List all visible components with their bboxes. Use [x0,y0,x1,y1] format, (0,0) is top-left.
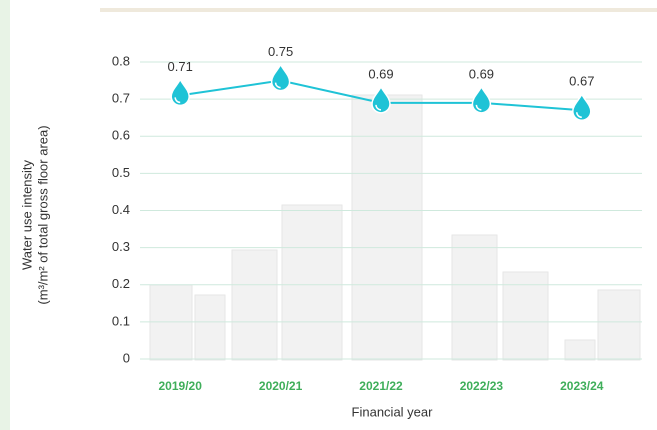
skyline [149,94,641,361]
y-tick-label: 0.7 [112,91,130,106]
value-label: 0.69 [368,66,393,81]
drop-highlight [475,104,482,111]
drop-marker [572,92,592,122]
drop-highlight [576,112,582,119]
x-tick-label: 2023/24 [560,379,604,393]
side-panel [0,0,10,430]
x-axis-label: Financial year [352,404,434,419]
y-tick-label: 0.5 [112,165,130,180]
drop-highlight [375,104,382,111]
x-tick-label: 2022/23 [460,379,504,393]
y-tick-label: 0.1 [112,313,130,328]
drop-marker [170,77,190,107]
value-label: 0.71 [168,59,193,74]
y-tick-label: 0.4 [112,202,130,217]
y-tick-label: 0.8 [112,53,130,68]
drop-marker [471,85,492,114]
x-tick-label: 2020/21 [259,379,303,393]
drop-highlight [274,82,281,89]
x-tick-label: 2019/20 [159,379,203,393]
drop-marker [270,62,291,92]
value-label: 0.75 [268,44,293,59]
drop-marker [371,85,391,114]
y-axis-label: Water use intensity [19,159,34,270]
y-tick-label: 0.6 [112,128,130,143]
x-tick-label: 2021/22 [359,379,403,393]
y-axis-label: (m³/m² of total gross floor area) [35,125,50,304]
top-bar [100,8,657,12]
value-label: 0.67 [569,74,594,89]
drop-highlight [174,97,181,104]
y-tick-label: 0 [123,350,130,365]
value-label: 0.69 [469,66,494,81]
y-tick-label: 0.3 [112,239,130,254]
y-tick-label: 0.2 [112,276,130,291]
